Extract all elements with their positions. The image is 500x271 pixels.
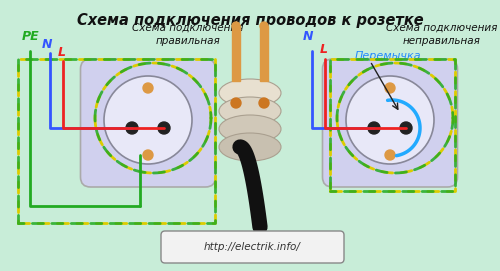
FancyBboxPatch shape <box>322 59 458 187</box>
Ellipse shape <box>219 79 281 107</box>
Ellipse shape <box>232 22 240 30</box>
Circle shape <box>104 76 192 164</box>
Circle shape <box>143 83 153 93</box>
Bar <box>260 26 268 81</box>
Circle shape <box>385 150 395 160</box>
Text: Схема подключения
неправильная: Схема подключения неправильная <box>386 23 498 46</box>
Ellipse shape <box>219 115 281 143</box>
Text: Перемычка: Перемычка <box>355 51 422 61</box>
Text: L: L <box>320 43 328 56</box>
Circle shape <box>385 83 395 93</box>
Circle shape <box>231 98 241 108</box>
Bar <box>232 26 240 81</box>
Text: PE: PE <box>22 30 40 43</box>
FancyBboxPatch shape <box>161 231 344 263</box>
Text: N: N <box>42 38 52 51</box>
Circle shape <box>126 122 138 134</box>
Ellipse shape <box>219 97 281 125</box>
Text: L: L <box>58 46 66 59</box>
Circle shape <box>259 98 269 108</box>
Text: N: N <box>303 30 314 43</box>
Circle shape <box>346 76 434 164</box>
Ellipse shape <box>260 22 268 30</box>
Circle shape <box>143 150 153 160</box>
Text: Схема подключения проводов к розетке: Схема подключения проводов к розетке <box>76 13 424 28</box>
Text: Схема подключения
правильная: Схема подключения правильная <box>132 23 244 46</box>
Circle shape <box>368 122 380 134</box>
Ellipse shape <box>219 133 281 161</box>
Circle shape <box>158 122 170 134</box>
Text: http://electrik.info/: http://electrik.info/ <box>204 242 300 252</box>
Circle shape <box>400 122 412 134</box>
FancyBboxPatch shape <box>80 59 216 187</box>
